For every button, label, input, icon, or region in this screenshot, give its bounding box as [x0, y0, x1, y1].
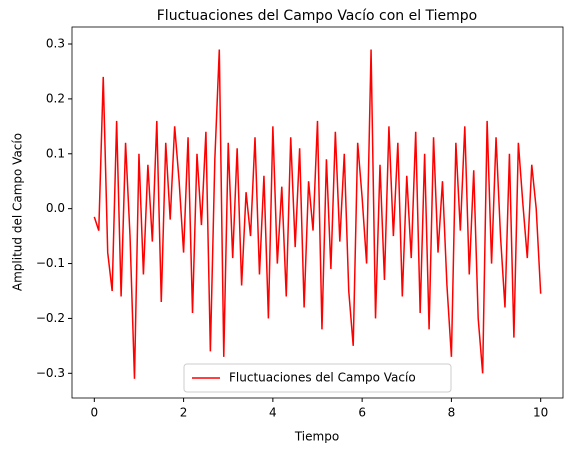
x-axis-label: Tiempo: [294, 430, 339, 444]
data-line: [93, 49, 542, 379]
x-tick-label: 2: [180, 406, 188, 420]
x-tick-label: 0: [90, 406, 98, 420]
y-tick-label: −0.3: [36, 366, 65, 380]
legend-box: [183, 363, 452, 393]
y-axis-label: Amplitud del Campo Vacío: [11, 133, 25, 291]
y-tick-label: 0.1: [46, 146, 65, 160]
x-tick-label: 4: [269, 406, 277, 420]
y-tick-label: −0.1: [36, 256, 65, 270]
y-tick-label: 0.2: [46, 91, 65, 105]
y-tick-label: 0.3: [46, 37, 65, 51]
y-tick-label: 0.0: [46, 201, 65, 215]
x-tick-label: 6: [358, 406, 366, 420]
chart-title: Fluctuaciones del Campo Vacío con el Tie…: [157, 8, 478, 24]
y-tick-label: −0.2: [36, 311, 65, 325]
x-tick-label: 8: [448, 406, 456, 420]
plot-frame: [71, 26, 564, 399]
x-tick-label: 10: [533, 406, 548, 420]
legend-label: Fluctuaciones del Campo Vacío: [229, 371, 416, 385]
